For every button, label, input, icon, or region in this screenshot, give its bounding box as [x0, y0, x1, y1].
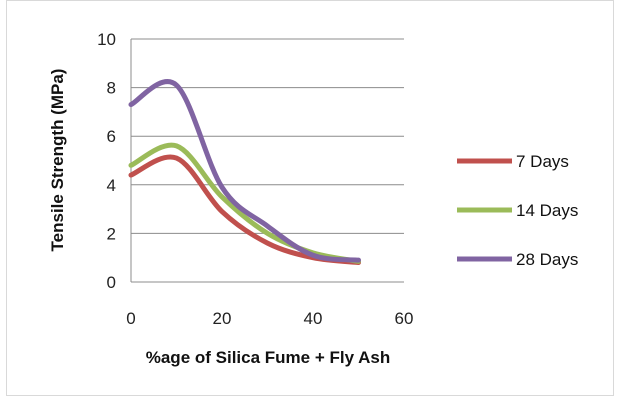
x-tick-labels: 0 20 40 60: [126, 309, 413, 328]
grid-lines: [131, 38, 404, 234]
series-lines: [128, 79, 361, 266]
legend-label: 14 Days: [516, 201, 578, 220]
x-tick-label: 60: [395, 309, 414, 328]
legend-label: 28 Days: [516, 250, 578, 269]
x-tick-label: 0: [126, 309, 135, 328]
legend-label: 7 Days: [516, 152, 569, 171]
y-tick-label: 10: [97, 30, 116, 49]
y-tick-label: 8: [107, 79, 116, 98]
y-axis-title: Tensile Strength (MPa): [48, 69, 67, 252]
x-tick-label: 40: [304, 309, 323, 328]
chart-frame: [6, 0, 614, 396]
series-line-28-days: [128, 79, 361, 263]
y-tick-label: 4: [107, 176, 116, 195]
x-tick-label: 20: [213, 309, 232, 328]
y-tick-label: 6: [107, 127, 116, 146]
series-line-14-days: [128, 142, 361, 264]
y-tick-labels: 0 2 4 6 8 10: [97, 30, 116, 292]
y-tick-label: 2: [107, 224, 116, 243]
y-tick-label: 0: [107, 273, 116, 292]
legend: 7 Days 14 Days 28 Days: [457, 152, 578, 269]
x-axis-title: %age of Silica Fume + Fly Ash: [146, 348, 391, 367]
